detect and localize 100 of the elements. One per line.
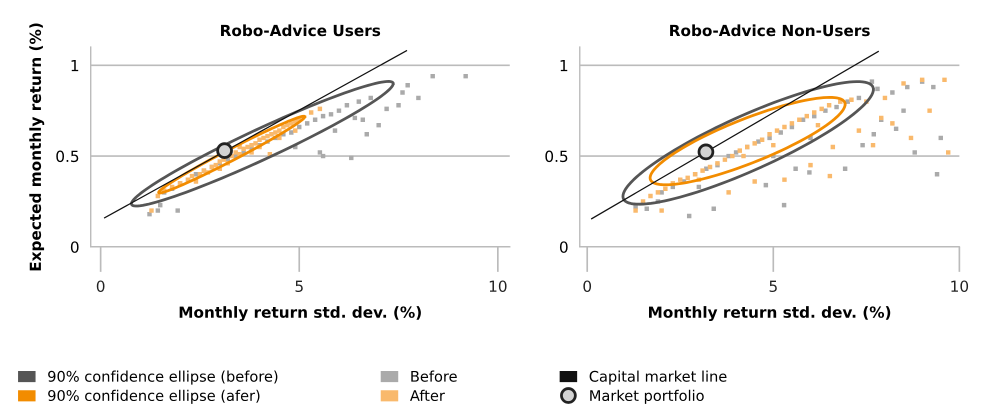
x-tick-label: 5 — [296, 280, 303, 292]
point — [797, 118, 802, 122]
point — [738, 148, 742, 153]
x-tick-label: 10 — [951, 280, 968, 292]
y-tick-label: 0.5 — [56, 150, 78, 162]
point — [700, 168, 705, 173]
point — [175, 208, 180, 213]
point — [730, 154, 735, 158]
point — [696, 184, 702, 190]
y-tick-label: 1 — [560, 60, 568, 72]
point — [894, 126, 898, 132]
point — [712, 206, 716, 211]
point — [332, 128, 338, 133]
point — [807, 170, 812, 175]
point — [356, 99, 362, 104]
point — [790, 121, 794, 126]
point — [253, 141, 258, 146]
y-tick-label: 1 — [72, 60, 78, 72]
point — [708, 164, 712, 170]
legend-label: Capital market line — [590, 370, 727, 385]
text: 90% confidence ellipse (afer) — [48, 390, 260, 404]
point — [834, 104, 839, 110]
point — [336, 108, 342, 113]
point — [726, 190, 731, 195]
point — [842, 166, 848, 172]
point — [265, 134, 270, 138]
point — [934, 172, 940, 176]
point — [430, 74, 435, 78]
point — [793, 166, 798, 172]
point — [257, 138, 262, 142]
point — [804, 114, 810, 118]
point — [233, 150, 238, 155]
point — [320, 154, 326, 158]
point — [318, 106, 322, 112]
legend-label: Market portfolio — [590, 390, 704, 404]
point — [819, 106, 824, 112]
point — [633, 208, 638, 213]
legend-label: After — [410, 390, 445, 402]
point — [360, 118, 366, 122]
point — [293, 128, 298, 133]
point — [190, 174, 194, 178]
point — [376, 122, 381, 128]
point — [308, 110, 314, 115]
point — [384, 106, 389, 112]
point — [856, 96, 862, 100]
point — [349, 156, 354, 160]
point — [808, 162, 813, 168]
point — [931, 84, 936, 90]
point — [368, 96, 373, 100]
y-tick-label: 0 — [70, 241, 79, 253]
point — [901, 81, 906, 86]
point — [890, 121, 895, 126]
y-tick-label: 0.5 — [545, 150, 568, 162]
point — [830, 144, 836, 150]
point — [663, 186, 668, 191]
point — [905, 84, 910, 90]
point — [890, 90, 895, 95]
point — [927, 108, 932, 113]
y-axis-title: Expected monthly return (%) — [29, 23, 44, 270]
point — [297, 124, 302, 130]
point — [241, 146, 246, 152]
chart-title: Robo-Advice Users — [221, 24, 380, 36]
point — [816, 122, 820, 128]
point — [912, 150, 917, 155]
x-tick-label: 10 — [490, 280, 507, 292]
point — [416, 96, 421, 100]
point — [778, 130, 783, 135]
point — [656, 190, 660, 195]
point — [678, 177, 682, 182]
point — [764, 182, 768, 188]
point — [156, 208, 160, 213]
point — [214, 162, 218, 168]
point — [685, 176, 690, 180]
point — [698, 144, 714, 160]
x-axis-title: Monthly return std. dev. (%) — [649, 306, 890, 321]
point — [771, 142, 776, 148]
point — [344, 103, 350, 108]
point — [304, 121, 310, 126]
point — [856, 128, 862, 133]
point — [942, 78, 947, 82]
point — [364, 132, 369, 137]
point — [875, 86, 880, 92]
point — [273, 130, 278, 135]
point — [860, 142, 865, 148]
point — [812, 110, 816, 115]
point — [752, 179, 757, 184]
x-tick-label: 0 — [583, 280, 592, 292]
point — [686, 214, 692, 218]
point — [826, 103, 832, 108]
x-tick-label: 0 — [96, 280, 104, 292]
y-tick-label: 0 — [560, 241, 568, 253]
point — [463, 74, 468, 78]
point — [149, 208, 154, 213]
point — [741, 154, 746, 158]
chart-title: Robo-Advice Non-Users — [670, 24, 870, 36]
point — [352, 116, 358, 120]
point — [760, 138, 764, 142]
point — [659, 208, 664, 213]
point — [249, 142, 254, 148]
point — [782, 202, 786, 208]
